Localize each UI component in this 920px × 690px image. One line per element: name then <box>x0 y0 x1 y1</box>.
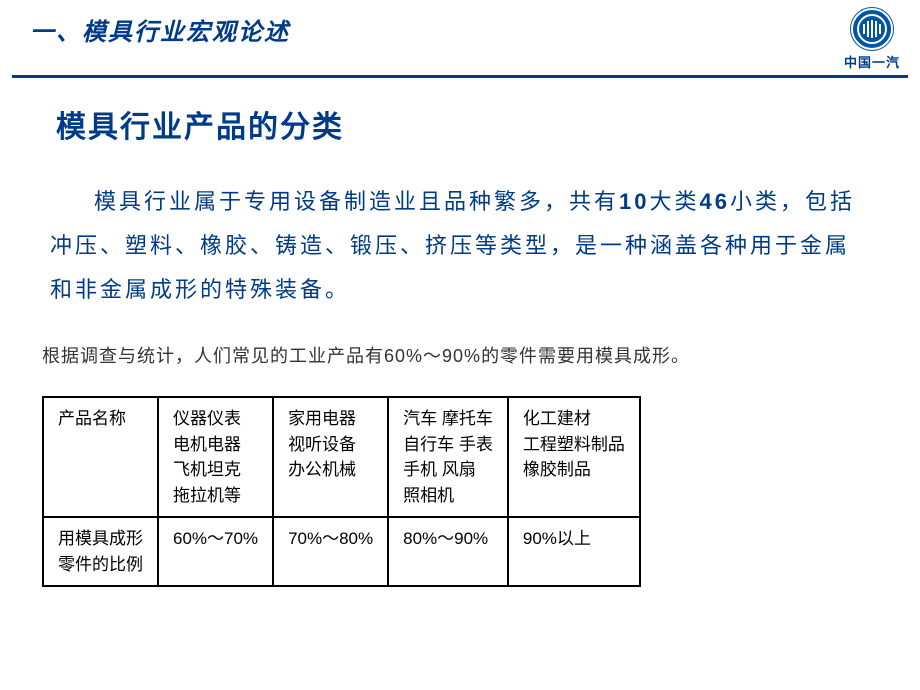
table-row: 产品名称 仪器仪表 电机电器 飞机坦克 拖拉机等 家用电器 视听设备 办公机械 … <box>43 397 640 517</box>
classification-table: 产品名称 仪器仪表 电机电器 飞机坦克 拖拉机等 家用电器 视听设备 办公机械 … <box>42 396 641 587</box>
logo-icon <box>851 8 893 50</box>
body-mid1: 大类 <box>650 189 700 214</box>
note-pre: 根据调查与统计，人们常见的工业产品有 <box>42 346 384 366</box>
note-text: 根据调查与统计，人们常见的工业产品有60%～90%的零件需要用模具成形。 <box>42 342 920 368</box>
body-num2: 46 <box>700 189 730 214</box>
row2-cell: 90%以上 <box>508 517 640 586</box>
row2-cell: 60%～70% <box>158 517 273 586</box>
body-paragraph: 模具行业属于专用设备制造业且品种繁多，共有10大类46小类，包括冲压、塑料、橡胶… <box>50 180 870 312</box>
section-title: 一、模具行业宏观论述 <box>30 12 290 47</box>
table-row: 用模具成形 零件的比例 60%～70% 70%～80% 80%～90% 90%以… <box>43 517 640 586</box>
row1-header: 产品名称 <box>43 397 158 517</box>
note-post: 的零件需要用模具成形。 <box>481 346 690 366</box>
row2-header: 用模具成形 零件的比例 <box>43 517 158 586</box>
brand-logo: 中国一汽 <box>844 8 900 71</box>
logo-text: 中国一汽 <box>844 52 900 71</box>
page-subtitle: 模具行业产品的分类 <box>56 102 920 146</box>
row2-cell: 80%～90% <box>388 517 508 586</box>
note-pct: 60%～90% <box>384 346 481 366</box>
row1-cell: 汽车 摩托车 自行车 手表 手机 风扇 照相机 <box>388 397 508 517</box>
header-divider <box>12 75 908 78</box>
row2-cell: 70%～80% <box>273 517 388 586</box>
row1-cell: 化工建材 工程塑料制品 橡胶制品 <box>508 397 640 517</box>
row1-cell: 仪器仪表 电机电器 飞机坦克 拖拉机等 <box>158 397 273 517</box>
body-num1: 10 <box>619 189 649 214</box>
row1-cell: 家用电器 视听设备 办公机械 <box>273 397 388 517</box>
body-pre1: 模具行业属于专用设备制造业且品种繁多，共有 <box>94 189 619 214</box>
